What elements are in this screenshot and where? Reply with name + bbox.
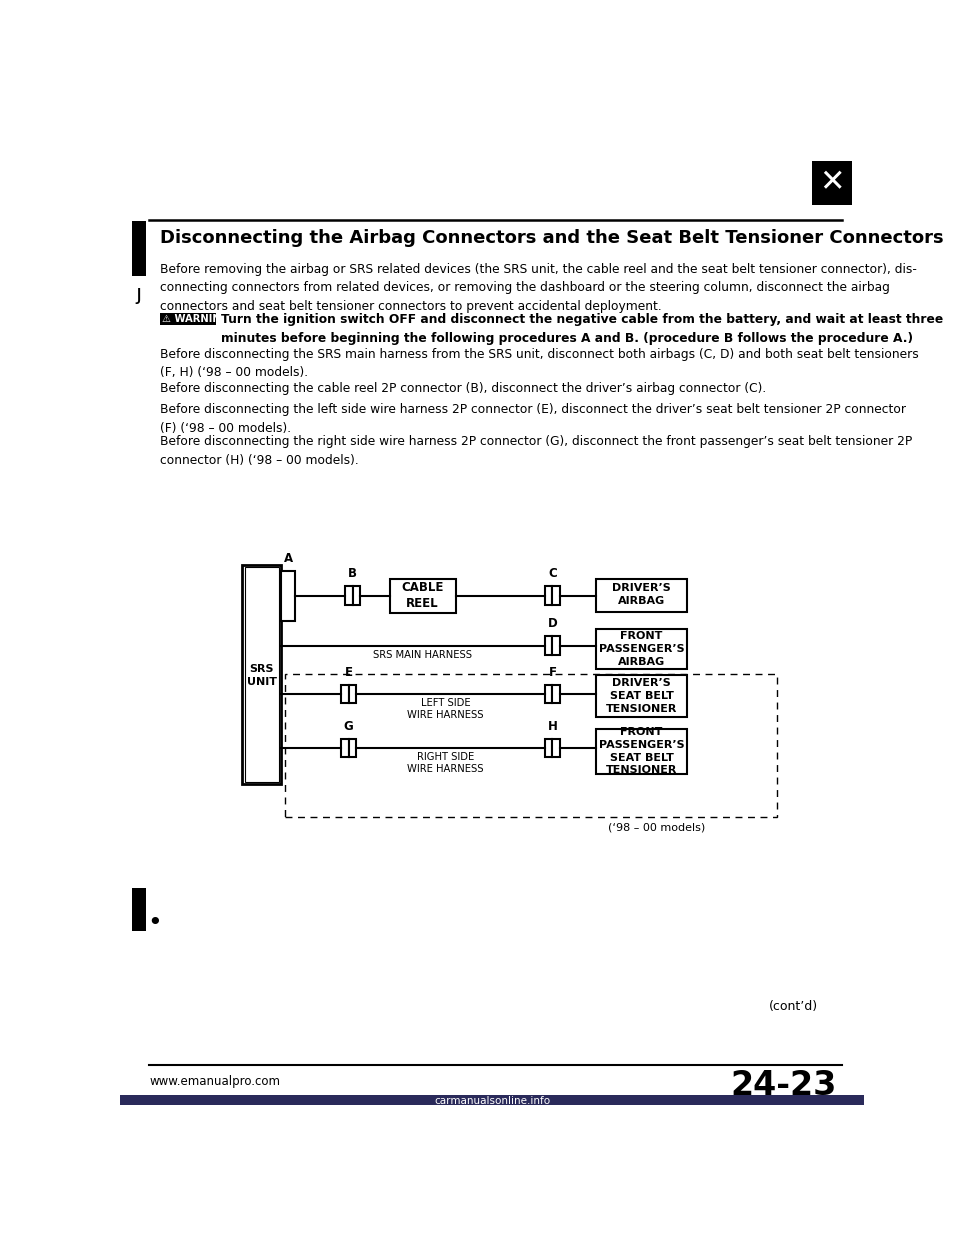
- Text: (cont’d): (cont’d): [768, 1000, 818, 1013]
- Bar: [552, 636, 561, 655]
- Text: F: F: [548, 666, 557, 679]
- Text: SRS
UNIT: SRS UNIT: [247, 664, 276, 687]
- Bar: [348, 739, 356, 758]
- Bar: [348, 684, 356, 703]
- Bar: [132, 221, 146, 276]
- Text: G: G: [344, 719, 353, 733]
- Text: H: H: [547, 719, 558, 733]
- Text: SRS MAIN HARNESS: SRS MAIN HARNESS: [372, 650, 471, 660]
- Bar: [552, 586, 561, 605]
- Text: A: A: [283, 551, 293, 565]
- Bar: [544, 636, 552, 655]
- Bar: [812, 160, 852, 205]
- Text: ✕: ✕: [820, 169, 845, 197]
- Text: E: E: [345, 666, 352, 679]
- Bar: [390, 579, 456, 612]
- Text: www.emanualpro.com: www.emanualpro.com: [150, 1074, 280, 1088]
- Text: RIGHT SIDE
WIRE HARNESS: RIGHT SIDE WIRE HARNESS: [407, 751, 484, 774]
- Bar: [552, 684, 561, 703]
- Text: FRONT
PASSENGER’S
AIRBAG: FRONT PASSENGER’S AIRBAG: [599, 631, 684, 667]
- Bar: [345, 586, 352, 605]
- Bar: [596, 674, 687, 718]
- Text: B: B: [348, 568, 357, 580]
- Text: LEFT SIDE
WIRE HARNESS: LEFT SIDE WIRE HARNESS: [407, 698, 484, 719]
- Text: 24-23: 24-23: [731, 1069, 837, 1102]
- Bar: [596, 579, 687, 612]
- Bar: [596, 628, 687, 668]
- Text: D: D: [547, 617, 558, 630]
- Text: Turn the ignition switch OFF and disconnect the negative cable from the battery,: Turn the ignition switch OFF and disconn…: [221, 313, 943, 344]
- Text: Before removing the airbag or SRS related devices (the SRS unit, the cable reel : Before removing the airbag or SRS relate…: [160, 263, 917, 313]
- Text: FRONT
PASSENGER’S
SEAT BELT
TENSIONER: FRONT PASSENGER’S SEAT BELT TENSIONER: [599, 727, 684, 775]
- Text: (‘98 – 00 models): (‘98 – 00 models): [608, 822, 706, 833]
- Text: carmanualsonline.info: carmanualsonline.info: [434, 1097, 550, 1107]
- Bar: [281, 571, 295, 621]
- Bar: [352, 586, 360, 605]
- Bar: [544, 739, 552, 758]
- Bar: [120, 1094, 864, 1105]
- Bar: [552, 739, 561, 758]
- Bar: [132, 888, 146, 930]
- Text: •: •: [147, 910, 162, 935]
- Text: Before disconnecting the SRS main harness from the SRS unit, disconnect both air: Before disconnecting the SRS main harnes…: [160, 348, 919, 379]
- Text: CABLE
REEL: CABLE REEL: [401, 581, 444, 610]
- Bar: [596, 729, 687, 774]
- Text: DRIVER’S
SEAT BELT
TENSIONER: DRIVER’S SEAT BELT TENSIONER: [606, 678, 677, 714]
- Text: DRIVER’S
AIRBAG: DRIVER’S AIRBAG: [612, 584, 671, 606]
- Text: ȷ: ȷ: [135, 283, 142, 304]
- Text: Before disconnecting the left side wire harness 2P connector (E), disconnect the: Before disconnecting the left side wire …: [160, 404, 906, 435]
- Bar: [243, 565, 281, 784]
- Bar: [544, 586, 552, 605]
- Bar: [544, 684, 552, 703]
- Text: Before disconnecting the right side wire harness 2P connector (G), disconnect th: Before disconnecting the right side wire…: [160, 436, 913, 467]
- Text: C: C: [548, 568, 557, 580]
- Bar: [341, 739, 348, 758]
- Text: Before disconnecting the cable reel 2P connector (B), disconnect the driver’s ai: Before disconnecting the cable reel 2P c…: [160, 381, 766, 395]
- Bar: [245, 568, 278, 782]
- Bar: [285, 674, 778, 817]
- Bar: [160, 313, 216, 325]
- Text: ⚠ WARNING: ⚠ WARNING: [162, 314, 228, 324]
- Bar: [341, 684, 348, 703]
- Text: Disconnecting the Airbag Connectors and the Seat Belt Tensioner Connectors: Disconnecting the Airbag Connectors and …: [160, 229, 944, 247]
